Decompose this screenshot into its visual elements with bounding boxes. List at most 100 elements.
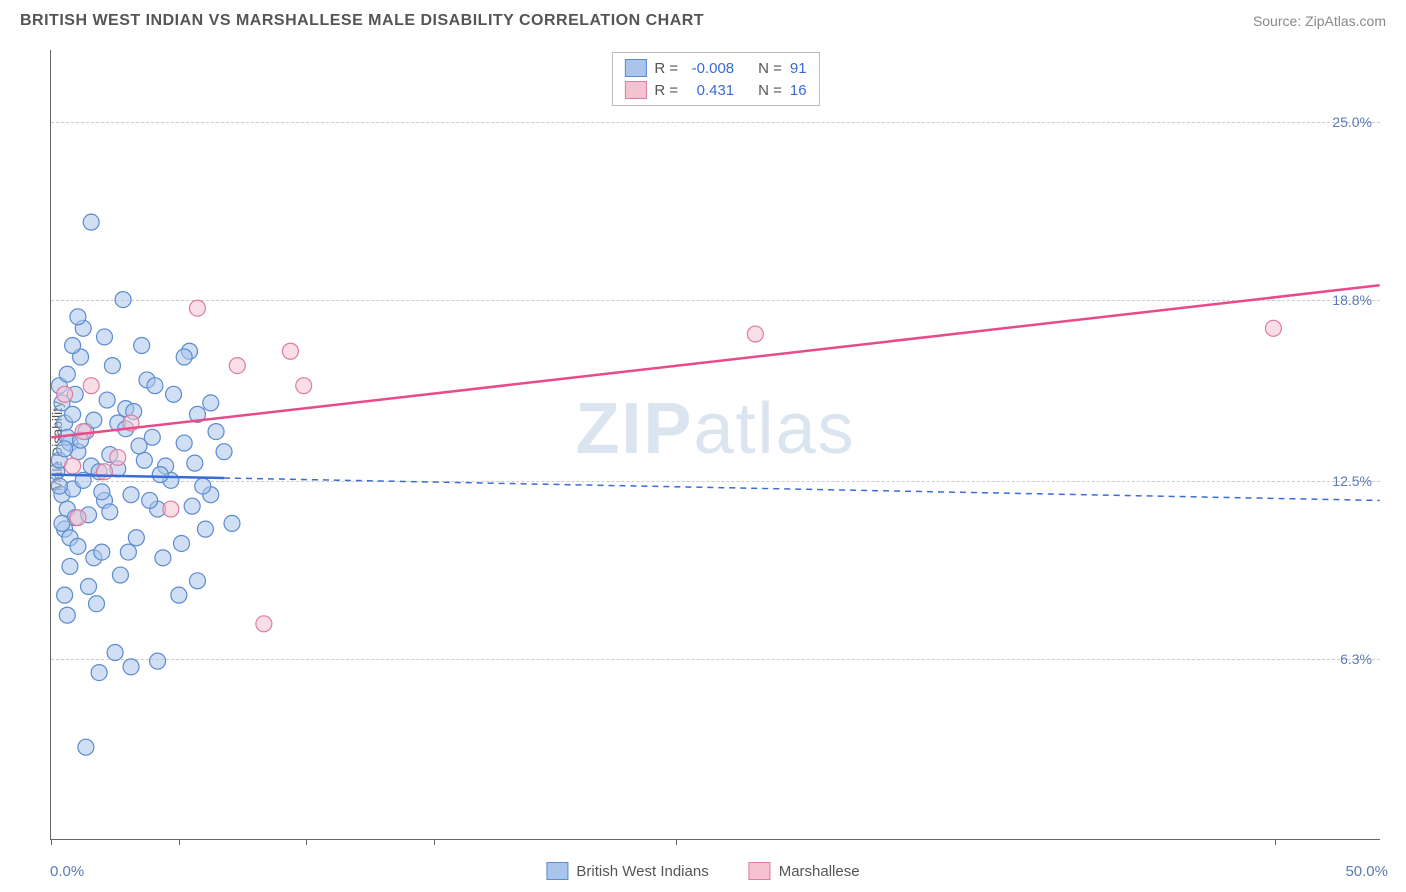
legend-n-label: N =	[758, 60, 782, 77]
data-point	[54, 515, 70, 531]
source-attribution: Source: ZipAtlas.com	[1253, 13, 1386, 29]
x-axis-max-label: 50.0%	[1345, 863, 1388, 880]
data-point	[89, 596, 105, 612]
series-legend: British West Indians Marshallese	[546, 862, 859, 880]
series-legend-label-1: British West Indians	[576, 863, 708, 880]
data-point	[62, 558, 78, 574]
x-tick	[434, 839, 435, 845]
data-point	[229, 358, 245, 374]
data-point	[134, 338, 150, 354]
data-point	[216, 444, 232, 460]
data-point	[115, 292, 131, 308]
data-point	[83, 214, 99, 230]
legend-row-series-2: R = 0.431 N = 16	[624, 79, 806, 101]
legend-n-label: N =	[758, 82, 782, 99]
data-point	[78, 739, 94, 755]
data-point	[155, 550, 171, 566]
x-tick	[676, 839, 677, 845]
scatter-plot-svg	[51, 50, 1380, 839]
data-point	[110, 449, 126, 465]
legend-r-value-2: 0.431	[686, 82, 734, 99]
data-point	[747, 326, 763, 342]
series-legend-label-2: Marshallese	[779, 863, 860, 880]
data-point	[70, 538, 86, 554]
data-point	[65, 458, 81, 474]
x-tick	[179, 839, 180, 845]
data-point	[174, 535, 190, 551]
plot-area: R = -0.008 N = 91 R = 0.431 N = 16 ZIPat…	[50, 50, 1380, 840]
data-point	[112, 567, 128, 583]
data-point	[296, 378, 312, 394]
data-point	[102, 504, 118, 520]
x-axis-min-label: 0.0%	[50, 863, 84, 880]
legend-row-series-1: R = -0.008 N = 91	[624, 57, 806, 79]
data-point	[65, 406, 81, 422]
data-point	[83, 378, 99, 394]
data-point	[81, 579, 97, 595]
legend-r-value-1: -0.008	[686, 60, 734, 77]
correlation-legend: R = -0.008 N = 91 R = 0.431 N = 16	[611, 52, 819, 106]
data-point	[104, 358, 120, 374]
data-point	[96, 464, 112, 480]
data-point	[94, 544, 110, 560]
data-point	[136, 452, 152, 468]
data-point	[176, 349, 192, 365]
data-point	[57, 386, 73, 402]
legend-n-value-1: 91	[790, 60, 807, 77]
data-point	[70, 309, 86, 325]
series-legend-swatch-1	[546, 862, 568, 880]
source-label: Source:	[1253, 13, 1305, 29]
data-point	[123, 659, 139, 675]
data-point	[96, 329, 112, 345]
chart-container: BRITISH WEST INDIAN VS MARSHALLESE MALE …	[0, 0, 1406, 892]
trend-line-extrapolated	[224, 478, 1380, 500]
legend-swatch-2	[624, 81, 646, 99]
data-point	[203, 395, 219, 411]
legend-r-label: R =	[654, 60, 678, 77]
x-tick	[1275, 839, 1276, 845]
header: BRITISH WEST INDIAN VS MARSHALLESE MALE …	[0, 0, 1406, 38]
data-point	[91, 665, 107, 681]
legend-r-label: R =	[654, 82, 678, 99]
data-point	[282, 343, 298, 359]
series-legend-item-2: Marshallese	[749, 862, 860, 880]
data-point	[131, 438, 147, 454]
data-point	[123, 487, 139, 503]
data-point	[57, 587, 73, 603]
data-point	[195, 478, 211, 494]
data-point	[107, 645, 123, 661]
data-point	[99, 392, 115, 408]
data-point	[128, 530, 144, 546]
data-point	[171, 587, 187, 603]
data-point	[150, 653, 166, 669]
data-point	[197, 521, 213, 537]
source-link[interactable]: ZipAtlas.com	[1305, 13, 1386, 29]
data-point	[189, 300, 205, 316]
series-legend-swatch-2	[749, 862, 771, 880]
data-point	[65, 338, 81, 354]
data-point	[163, 501, 179, 517]
data-point	[142, 492, 158, 508]
data-point	[176, 435, 192, 451]
data-point	[184, 498, 200, 514]
x-tick	[51, 839, 52, 845]
data-point	[187, 455, 203, 471]
data-point	[51, 478, 67, 494]
data-point	[208, 424, 224, 440]
data-point	[94, 484, 110, 500]
data-point	[166, 386, 182, 402]
data-point	[224, 515, 240, 531]
series-legend-item-1: British West Indians	[546, 862, 708, 880]
legend-n-value-2: 16	[790, 82, 807, 99]
data-point	[59, 607, 75, 623]
data-point	[256, 616, 272, 632]
legend-swatch-1	[624, 59, 646, 77]
data-point	[75, 424, 91, 440]
data-point	[70, 510, 86, 526]
data-point	[1265, 320, 1281, 336]
data-point	[147, 378, 163, 394]
data-point	[59, 366, 75, 382]
chart-title: BRITISH WEST INDIAN VS MARSHALLESE MALE …	[20, 12, 704, 30]
data-point	[152, 467, 168, 483]
x-tick	[306, 839, 307, 845]
